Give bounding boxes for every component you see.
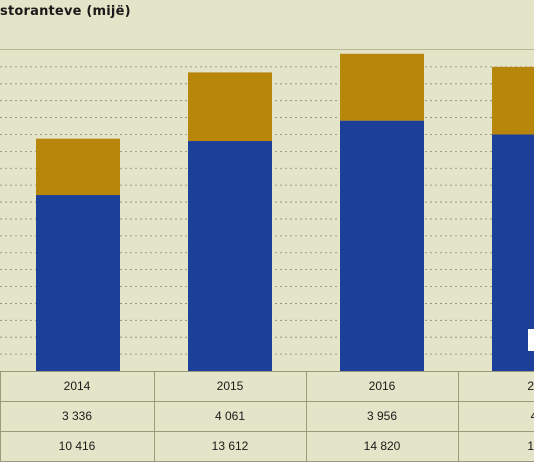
column-divider <box>306 432 307 461</box>
column-divider <box>0 372 1 401</box>
bar-segment-top-2015 <box>188 72 272 142</box>
bar-segment-bottom-20 <box>492 134 534 371</box>
table-cell: 3 956 <box>366 409 398 423</box>
bar-segment-bottom-2015 <box>188 141 272 371</box>
table-cell: 10 416 <box>58 439 96 453</box>
chart-title: storanteve (mijë) <box>0 4 131 19</box>
column-divider <box>0 402 1 431</box>
legend-swatch-fragment <box>528 329 534 351</box>
table-cell: 2015 <box>216 379 244 393</box>
table-cell: 13 612 <box>211 439 249 453</box>
table-cell: 4 <box>458 402 534 431</box>
table-cell: 2016 <box>368 379 396 393</box>
data-table: 2014 2015 2016 20 3 336 4 061 3 956 4 10… <box>0 371 534 462</box>
bar-segment-bottom-2014 <box>36 195 120 371</box>
bar-segment-top-2016 <box>340 53 424 121</box>
bar-segment-top-2014 <box>36 138 120 196</box>
column-divider <box>154 432 155 461</box>
table-cell: 4 061 <box>214 409 246 423</box>
column-divider <box>154 402 155 431</box>
column-divider <box>306 372 307 401</box>
bar-segment-bottom-2016 <box>340 120 424 372</box>
column-divider <box>0 432 1 461</box>
column-divider <box>458 432 459 461</box>
table-cell: 2014 <box>63 379 91 393</box>
column-divider <box>458 402 459 431</box>
column-divider <box>154 372 155 401</box>
table-row-bottom-series: 10 416 13 612 14 820 14 <box>0 432 534 462</box>
table-row-top-series: 3 336 4 061 3 956 4 <box>0 402 534 432</box>
column-divider <box>458 372 459 401</box>
stacked-bar-chart <box>0 53 534 372</box>
table-cell: 14 820 <box>363 439 401 453</box>
table-cell: 14 <box>527 439 534 453</box>
bar-segment-top-20 <box>492 66 534 135</box>
table-cell: 20 <box>527 379 534 393</box>
bars <box>36 53 534 372</box>
table-row-years: 2014 2015 2016 20 <box>0 372 534 402</box>
table-cell: 3 336 <box>61 409 93 423</box>
title-divider <box>0 49 534 50</box>
column-divider <box>306 402 307 431</box>
